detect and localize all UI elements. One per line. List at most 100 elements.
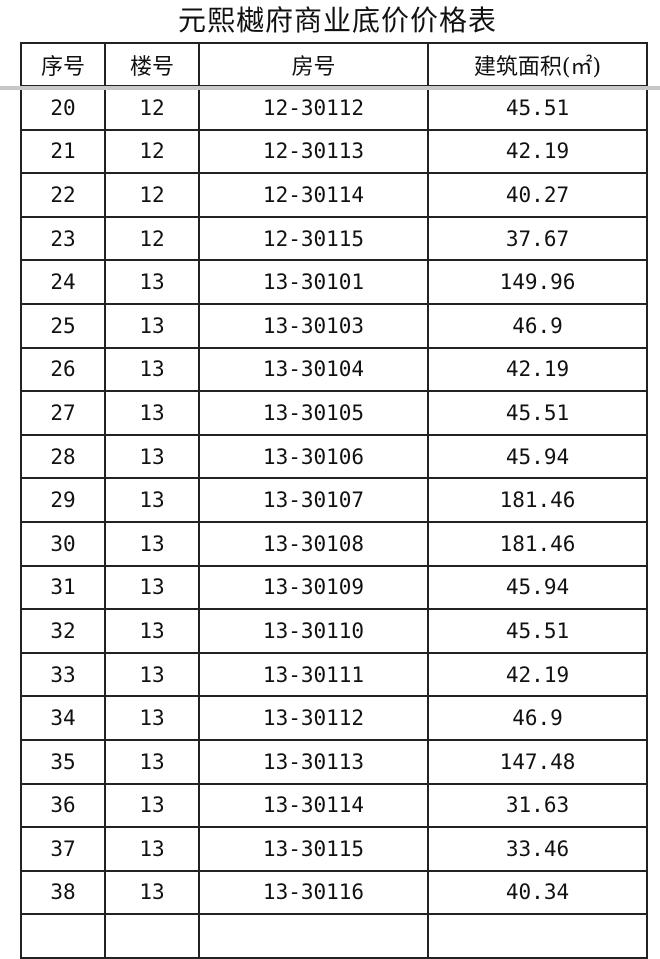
table-row: 22 12 12-30114 40.27 [20,174,648,218]
table-row: 36 13 13-30114 31.63 [20,784,648,829]
room-cell: 13-30108 [198,522,427,565]
area-cell: 147.48 [427,740,648,783]
building-cell: 13 [104,653,198,696]
seq-cell: 20 [20,87,104,129]
room-cell: 13-30103 [198,304,427,347]
header-room: 房号 [198,44,427,85]
building-cell: 13 [104,610,198,652]
area-cell: 31.63 [427,784,648,827]
price-table: 序号 楼号 房号 建筑面积(㎡) 20 12 12-30112 45.51 21 12 12… [20,42,648,959]
page-title: 元熙樾府商业底价价格表 [177,4,497,37]
building-cell: 13 [104,261,198,303]
building-cell: 13 [104,740,198,783]
seq-cell: 33 [20,653,104,696]
table-row: 34 13 13-30112 46.9 [20,697,648,741]
area-cell: 45.51 [427,392,648,434]
room-cell: 13-30101 [198,261,427,303]
area-cell: 181.46 [427,479,648,521]
building-cell: 13 [104,348,198,391]
building-cell: 12 [104,217,198,260]
table-row: 32 13 13-30110 45.51 [20,610,648,654]
area-cell: 42.19 [427,653,648,696]
table-row: 24 13 13-30101 149.96 [20,261,648,305]
building-cell: 12 [104,130,198,173]
seq-cell: 26 [20,348,104,391]
table-row: 33 13 13-30111 42.19 [20,653,648,698]
room-cell: 13-30111 [198,653,427,696]
header-seq: 序号 [20,44,104,85]
room-cell: 13-30107 [198,479,427,521]
building-cell: 13 [104,304,198,347]
area-cell: 149.96 [427,261,648,303]
building-cell: 13 [104,479,198,521]
area-cell: 45.94 [427,435,648,478]
seq-cell: 35 [20,740,104,783]
room-cell: 12-30113 [198,130,427,173]
seq-cell: 21 [20,130,104,173]
room-cell: 13-30113 [198,740,427,783]
building-cell: 13 [104,522,198,565]
table-row: 31 13 13-30109 45.94 [20,566,648,611]
room-cell: 12-30114 [198,174,427,216]
building-cell: 13 [104,828,198,870]
table-row: 35 13 13-30113 147.48 [20,740,648,785]
seq-cell: 34 [20,697,104,739]
seq-cell: 27 [20,392,104,434]
room-cell: 13-30105 [198,392,427,434]
header-area: 建筑面积(㎡) [427,44,648,85]
room-cell: 13-30109 [198,566,427,609]
room-cell: 13-30115 [198,828,427,870]
seq-cell: 37 [20,828,104,870]
building-cell: 13 [104,566,198,609]
area-cell: 33.46 [427,828,648,870]
table-row: 27 13 13-30105 45.51 [20,392,648,436]
area-cell: 45.94 [427,566,648,609]
table-row: 28 13 13-30106 45.94 [20,435,648,480]
table-header-row: 序号 楼号 房号 建筑面积(㎡) [20,42,648,87]
building-cell: 13 [104,784,198,827]
area-cell: 45.51 [427,87,648,129]
table-row: 25 13 13-30103 46.9 [20,304,648,349]
seq-cell: 25 [20,304,104,347]
area-cell: 40.34 [427,871,648,914]
area-cell: 46.9 [427,304,648,347]
room-cell: 12-30115 [198,217,427,260]
area-cell: 40.27 [427,174,648,216]
room-cell: 13-30106 [198,435,427,478]
seq-cell: 29 [20,479,104,521]
building-cell: 12 [104,87,198,129]
header-building: 楼号 [104,44,198,85]
seq-cell: 31 [20,566,104,609]
room-cell: 13-30112 [198,697,427,739]
building-cell: 13 [104,871,198,914]
room-cell: 13-30104 [198,348,427,391]
table-row: 21 12 12-30113 42.19 [20,130,648,175]
room-cell: 13-30110 [198,610,427,652]
area-cell: 46.9 [427,697,648,739]
room-cell: 13-30114 [198,784,427,827]
table-row: 38 13 13-30116 40.34 [20,871,648,916]
room-cell: 13-30116 [198,871,427,914]
room-cell: 12-30112 [198,87,427,129]
building-cell: 13 [104,435,198,478]
seq-cell: 23 [20,217,104,260]
area-cell: 37.67 [427,217,648,260]
seq-cell: 30 [20,522,104,565]
divider [0,86,660,90]
seq-cell: 38 [20,871,104,914]
area-cell: 42.19 [427,348,648,391]
seq-cell: 32 [20,610,104,652]
area-cell: 181.46 [427,522,648,565]
area-cell: 45.51 [427,610,648,652]
table-body: 20 12 12-30112 45.51 21 12 12-30113 42.19 22 12 12… [20,87,648,916]
table-row: 37 13 13-30115 33.46 [20,828,648,872]
building-cell: 12 [104,174,198,216]
table-row-partial [20,915,648,959]
seq-cell: 22 [20,174,104,216]
table-row: 29 13 13-30107 181.46 [20,479,648,523]
building-cell: 13 [104,392,198,434]
table-row: 30 13 13-30108 181.46 [20,522,648,567]
building-cell: 13 [104,697,198,739]
seq-cell: 28 [20,435,104,478]
seq-cell: 24 [20,261,104,303]
